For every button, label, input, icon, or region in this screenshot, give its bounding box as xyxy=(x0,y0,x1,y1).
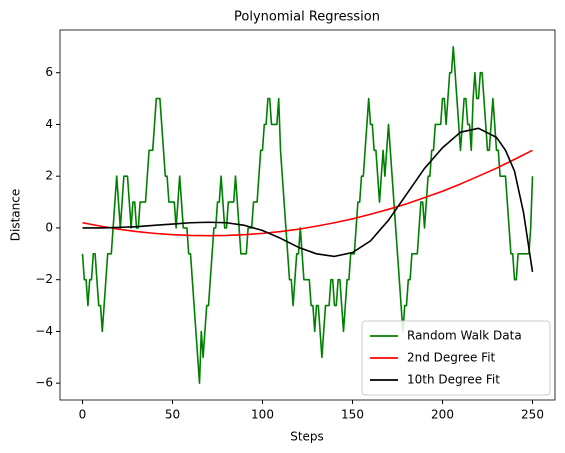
plot-frame xyxy=(59,29,556,401)
x-tick-label: 150 xyxy=(341,408,364,422)
legend-label: 10th Degree Fit xyxy=(407,373,500,387)
series-line xyxy=(82,149,533,237)
x-tick-label: 50 xyxy=(165,408,180,422)
y-tick-label: −4 xyxy=(35,324,53,338)
series-line xyxy=(82,127,534,273)
y-tick-label: 0 xyxy=(45,220,53,234)
legend-box xyxy=(361,320,551,396)
y-tick-label: 6 xyxy=(45,65,53,79)
y-tick-label: 2 xyxy=(45,169,53,183)
series-line xyxy=(81,46,534,384)
y-tick-label: −2 xyxy=(35,272,53,286)
chart-title: Polynomial Regression xyxy=(234,10,380,25)
x-tick-label: 250 xyxy=(521,408,544,422)
legend-label: Random Walk Data xyxy=(407,329,522,343)
x-tick-label: 0 xyxy=(79,408,87,422)
y-axis-label: Distance xyxy=(9,189,23,241)
x-tick-label: 100 xyxy=(251,408,274,422)
x-tick-label: 200 xyxy=(431,408,454,422)
y-tick-label: −6 xyxy=(35,376,53,390)
y-tick-label: 4 xyxy=(45,117,53,131)
legend-label: 2nd Degree Fit xyxy=(407,351,496,365)
x-axis-label: Steps xyxy=(290,430,324,444)
